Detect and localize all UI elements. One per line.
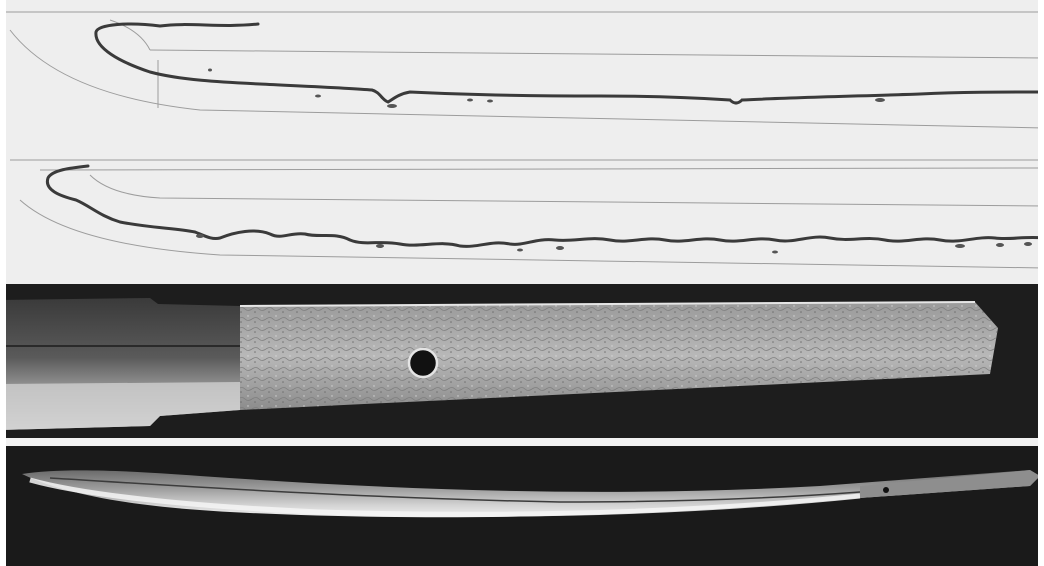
blade-shinogi-line — [49, 477, 861, 503]
full-blade-photograph — [22, 470, 1040, 518]
hamon-sketch-panel — [0, 0, 1044, 284]
blade-tang-section — [860, 470, 1040, 498]
lower-upper-line — [39, 167, 1044, 171]
tang-rust-texture — [240, 302, 998, 410]
right-margin — [1038, 0, 1044, 566]
mekugi-ana-hole — [407, 347, 439, 379]
blade-mekugi-ana-hole — [883, 487, 889, 493]
upper-sketch-guides — [0, 11, 1044, 129]
lower-hamon-outline — [45, 164, 1044, 248]
tang-photograph — [0, 298, 998, 430]
tang-hamon-band — [0, 382, 240, 430]
tang-edge-highlight — [239, 301, 976, 307]
upper-hamon-outline — [94, 22, 1044, 105]
lower-shinogi-line — [89, 174, 1044, 207]
panel-separator — [0, 438, 1044, 446]
blade-silhouette — [22, 470, 1040, 518]
left-margin — [0, 0, 6, 566]
lower-sketch-guides — [10, 159, 1044, 269]
upper-shinogi-line — [149, 49, 1044, 59]
hamon-sketch-drawing — [0, 11, 1044, 269]
upper-tip-curve — [109, 19, 151, 51]
tang-photograph-panel — [0, 284, 1044, 438]
full-blade-photograph-panel — [0, 446, 1044, 566]
upper-edge-line — [9, 29, 1044, 129]
upper-hamon-ashi-marks — [208, 68, 885, 108]
blade-hamon-band — [29, 477, 861, 517]
lower-edge-line — [19, 199, 1044, 269]
lower-hamon-ashi-marks — [196, 234, 1032, 254]
